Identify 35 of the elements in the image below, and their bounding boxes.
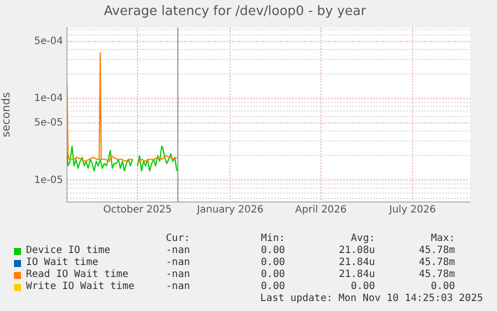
legend-label: IO Wait time bbox=[26, 257, 98, 269]
text: 0.00 bbox=[430, 281, 455, 293]
text: 21.84u bbox=[338, 257, 375, 269]
legend-label: Write IO Wait time bbox=[26, 281, 134, 293]
y-tick-label: 1e-04 bbox=[34, 93, 63, 104]
text: 45.78m bbox=[418, 257, 455, 269]
y-tick-label: 5e-04 bbox=[34, 36, 63, 48]
text: -nan bbox=[164, 257, 190, 269]
y-tick-label: 5e-05 bbox=[34, 118, 63, 129]
text: Cur: bbox=[164, 233, 190, 245]
x-tick-label: October 2025 bbox=[103, 204, 172, 216]
y-axis-title: seconds bbox=[0, 92, 12, 138]
text: 0.00 bbox=[350, 281, 375, 293]
text: -nan bbox=[164, 269, 190, 281]
x-tick-label: January 2026 bbox=[196, 204, 264, 216]
text: Last update: Mon Nov 10 14:25:03 2025 bbox=[259, 293, 483, 305]
text: Avg: bbox=[350, 233, 375, 245]
text: 0.00 bbox=[260, 257, 285, 269]
legend-label: Read IO Wait time bbox=[26, 269, 128, 281]
text: 21.84u bbox=[338, 269, 375, 281]
text: Max: bbox=[430, 233, 455, 245]
text: 45.78m bbox=[418, 245, 455, 257]
text: 21.08u bbox=[338, 245, 375, 257]
text: 0.00 bbox=[260, 281, 285, 293]
text: 0.00 bbox=[260, 269, 285, 281]
x-tick-label: April 2026 bbox=[295, 204, 347, 216]
legend-label: Device IO time bbox=[26, 245, 110, 257]
text: Min: bbox=[260, 233, 285, 245]
y-tick-label: 1e-05 bbox=[34, 174, 63, 186]
x-tick-label: July 2026 bbox=[388, 204, 436, 216]
chart-title: Average latency for /dev/loop0 - by year bbox=[104, 4, 367, 20]
text: -nan bbox=[166, 281, 190, 292]
text: -nan bbox=[164, 245, 190, 257]
text: 0.00 bbox=[260, 245, 285, 257]
text: 45.78m bbox=[418, 269, 455, 281]
